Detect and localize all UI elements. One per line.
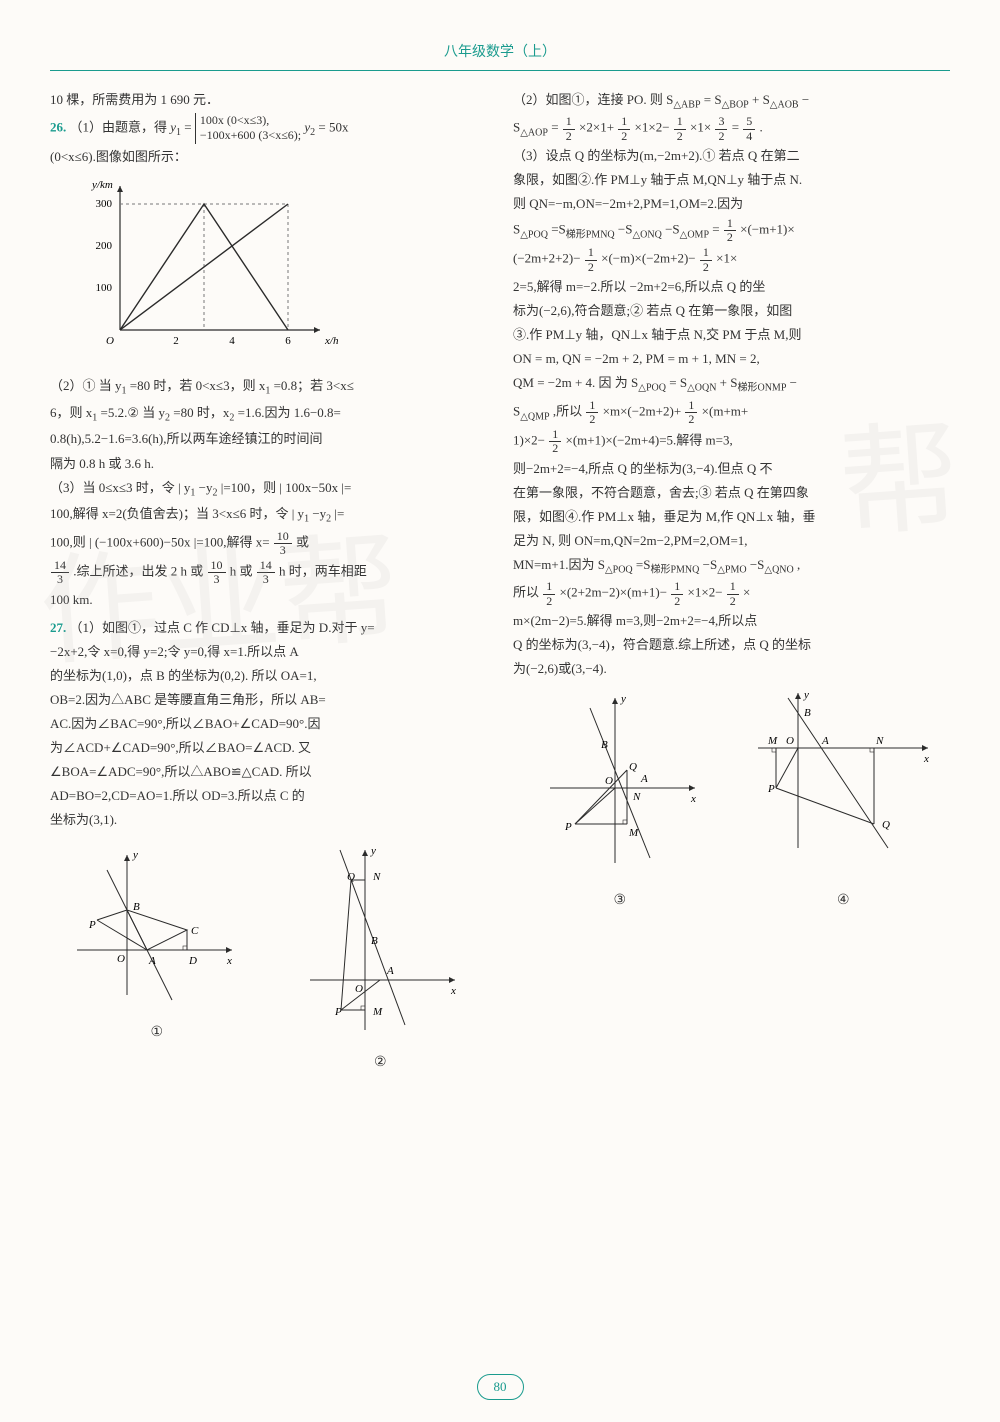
svg-text:4: 4 <box>229 335 235 347</box>
svg-text:O: O <box>106 335 114 347</box>
p26-3a: （3）当 0≤x≤3 时，令 | y1 −y2 |=100，则 | 100x−5… <box>50 477 487 502</box>
left-column: 10 棵，所需费用为 1 690 元． 26. （1）由题意，得 y1 = 10… <box>50 89 487 1075</box>
svg-text:y/km: y/km <box>91 180 113 191</box>
svg-text:O: O <box>786 735 794 747</box>
svg-text:B: B <box>804 707 811 719</box>
p26-3c: 100,则 | (−100x+600)−50x |=100,解得 x= 103 … <box>50 530 487 557</box>
svg-text:Q: Q <box>882 819 890 831</box>
svg-text:N: N <box>372 871 381 883</box>
diagrams-row-left: O A D x B C P y <box>50 840 487 1075</box>
problem-27: 27. （1）如图①，过点 C 作 CD⊥x 轴，垂足为 D.对于 y= −2x… <box>50 617 487 832</box>
svg-text:300: 300 <box>96 198 113 210</box>
svg-text:B: B <box>601 739 608 751</box>
svg-text:N: N <box>632 791 641 803</box>
svg-text:y: y <box>370 845 376 857</box>
svg-text:6: 6 <box>285 335 291 347</box>
svg-text:O: O <box>355 983 363 995</box>
svg-text:P: P <box>88 919 96 931</box>
p26-2c: 0.8(h),5.2−1.6=3.6(h),所以两车途经镇江的时间间 <box>50 428 487 450</box>
diagrams-row-right: O x y B Q N P M A <box>513 688 950 913</box>
piecewise-brace: 100x (0<x≤3), −100x+600 (3<x≤6); <box>195 113 301 144</box>
diagram-2: O x y Q N B A P M <box>274 840 488 1075</box>
p25-tail: 10 棵，所需费用为 1 690 元． <box>50 89 487 111</box>
svg-text:M: M <box>372 1006 383 1018</box>
problem-number-27: 27. <box>50 620 66 635</box>
svg-text:x: x <box>923 753 929 765</box>
svg-text:x: x <box>690 793 696 805</box>
problem-number-26: 26. <box>50 119 66 134</box>
svg-text:B: B <box>371 935 378 947</box>
page-number-wrap: 80 <box>0 1374 1000 1400</box>
svg-text:O: O <box>117 953 125 965</box>
svg-text:2: 2 <box>173 335 179 347</box>
svg-text:D: D <box>188 955 197 967</box>
svg-text:y: y <box>132 849 138 861</box>
svg-text:A: A <box>640 773 648 785</box>
diagram-3: O x y B Q N P M A <box>513 688 727 913</box>
page: 作业帮 帮 八年级数学（上） 10 棵，所需费用为 1 690 元． 26. （… <box>0 0 1000 1422</box>
svg-text:x/h: x/h <box>324 335 339 347</box>
svg-text:N: N <box>875 735 884 747</box>
page-number: 80 <box>477 1374 524 1400</box>
p26-2d: 隔为 0.8 h 或 3.6 h. <box>50 453 487 475</box>
p26-line1: 26. （1）由题意，得 y1 = 100x (0<x≤3), −100x+60… <box>50 113 487 144</box>
p26-2a: （2）① 当 y1 =80 时，若 0<x≤3，则 x1 =0.8；若 3<x≤ <box>50 375 487 400</box>
svg-text:A: A <box>148 955 156 967</box>
svg-text:P: P <box>564 821 572 833</box>
svg-text:100: 100 <box>96 282 113 294</box>
p26-3b: 100,解得 x=2(负值舍去)；当 3<x≤6 时，令 | y1 −y2 |= <box>50 503 487 528</box>
two-column-layout: 10 棵，所需费用为 1 690 元． 26. （1）由题意，得 y1 = 10… <box>50 89 950 1075</box>
p26-3d: 143 .综上所述，出发 2 h 或 103 h 或 143 h 时，两车相距 <box>50 559 487 586</box>
svg-text:Q: Q <box>629 761 637 773</box>
svg-text:y: y <box>620 693 626 705</box>
p26-3e: 100 km. <box>50 589 487 611</box>
problem-26: 26. （1）由题意，得 y1 = 100x (0<x≤3), −100x+60… <box>50 113 487 611</box>
p26-line2: (0<x≤6).图像如图所示： <box>50 146 487 168</box>
chart-distance-time: 100 200 300 2 4 6 O x/h y/km <box>80 180 340 360</box>
svg-text:M: M <box>628 827 639 839</box>
svg-text:A: A <box>821 735 829 747</box>
diagram-1: O A D x B C P y <box>50 840 264 1075</box>
svg-text:x: x <box>450 985 456 997</box>
svg-text:P: P <box>767 783 775 795</box>
page-header: 八年级数学（上） <box>50 40 950 64</box>
svg-text:C: C <box>191 925 199 937</box>
diagram-4: O x y B M A N P Q <box>737 688 951 913</box>
p26-2b: 6，则 x1 =5.2.② 当 y2 =80 时，x2 =1.6.因为 1.6−… <box>50 402 487 427</box>
svg-text:B: B <box>133 901 140 913</box>
header-rule <box>50 70 950 71</box>
svg-text:x: x <box>226 955 232 967</box>
svg-text:M: M <box>767 735 778 747</box>
right-column: （2）如图①，连接 PO. 则 S△ABP = S△BOP + S△AOB − … <box>513 89 950 1075</box>
svg-text:200: 200 <box>96 240 113 252</box>
svg-text:A: A <box>386 965 394 977</box>
svg-text:y: y <box>803 689 809 701</box>
